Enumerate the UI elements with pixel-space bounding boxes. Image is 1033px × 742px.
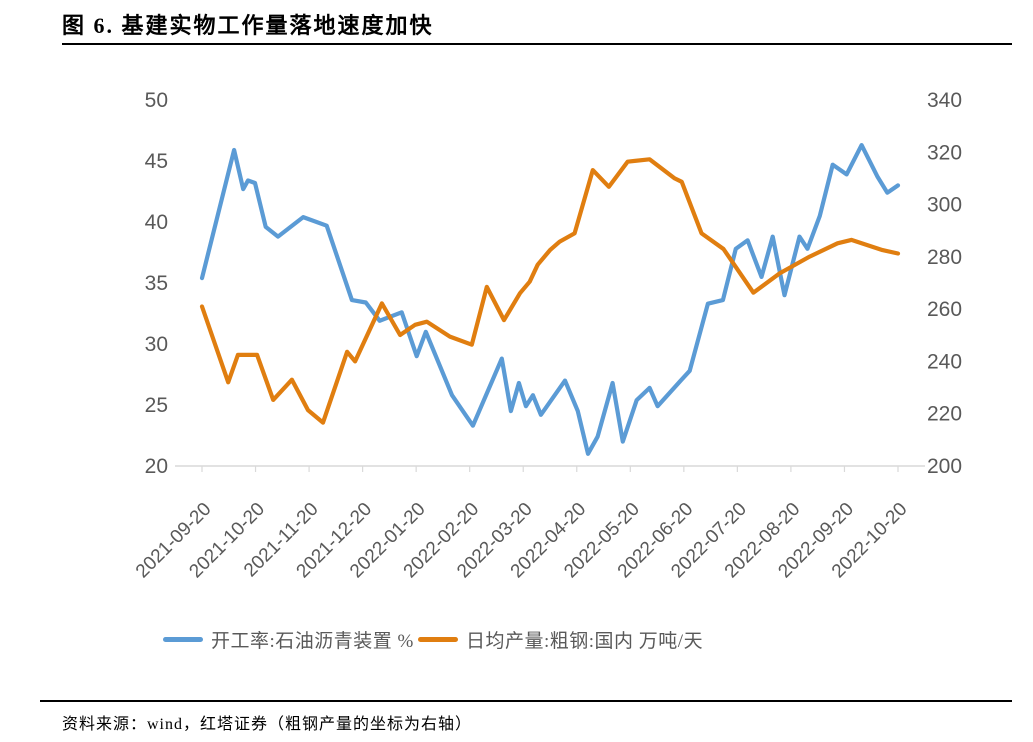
- legend-item-steel-output: 日均产量:粗钢:国内 万吨/天: [418, 626, 703, 652]
- line-chart: 2021-09-202021-10-202021-11-202021-12-20…: [132, 89, 962, 582]
- left-axis-label: 40: [145, 211, 168, 234]
- left-axis-label: 25: [145, 394, 168, 417]
- right-axis-label: 280: [927, 246, 962, 269]
- left-axis-label: 45: [145, 150, 168, 173]
- legend-swatch-blue: [163, 636, 203, 642]
- legend-label-asphalt-rate: 开工率:石油沥青装置 %: [211, 630, 414, 652]
- left-axis-label: 50: [145, 89, 168, 112]
- left-axis-label: 30: [145, 333, 168, 356]
- figure-title: 图 6. 基建实物工作量落地速度加快: [62, 13, 434, 38]
- series-line-1: [199, 157, 901, 425]
- legend-label-steel-output: 日均产量:粗钢:国内 万吨/天: [466, 630, 704, 652]
- title-divider: [62, 43, 1012, 45]
- footer-divider: [40, 700, 1012, 702]
- right-axis-label: 220: [927, 403, 962, 426]
- right-axis-label: 240: [927, 350, 962, 373]
- right-axis-label: 200: [927, 455, 962, 478]
- right-axis-label: 320: [927, 141, 962, 164]
- chart-legend: 开工率:石油沥青装置 % 日均产量:粗钢:国内 万吨/天: [0, 626, 1033, 654]
- source-note: 资料来源：wind，红塔证券（粗钢产量的坐标为右轴）: [62, 716, 473, 733]
- right-axis-label: 340: [927, 89, 962, 112]
- left-axis-label: 35: [145, 272, 168, 295]
- right-axis-label: 260: [927, 298, 962, 321]
- right-axis-label: 300: [927, 194, 962, 217]
- legend-swatch-orange: [418, 636, 458, 642]
- chart-area: 2021-09-20 2021-10-20 2021-11-20 2021-12-20…: [0, 50, 1033, 620]
- legend-item-asphalt-rate: 开工率:石油沥青装置 %: [163, 626, 414, 652]
- left-axis-label: 20: [145, 455, 168, 478]
- series-line-0: [199, 143, 901, 456]
